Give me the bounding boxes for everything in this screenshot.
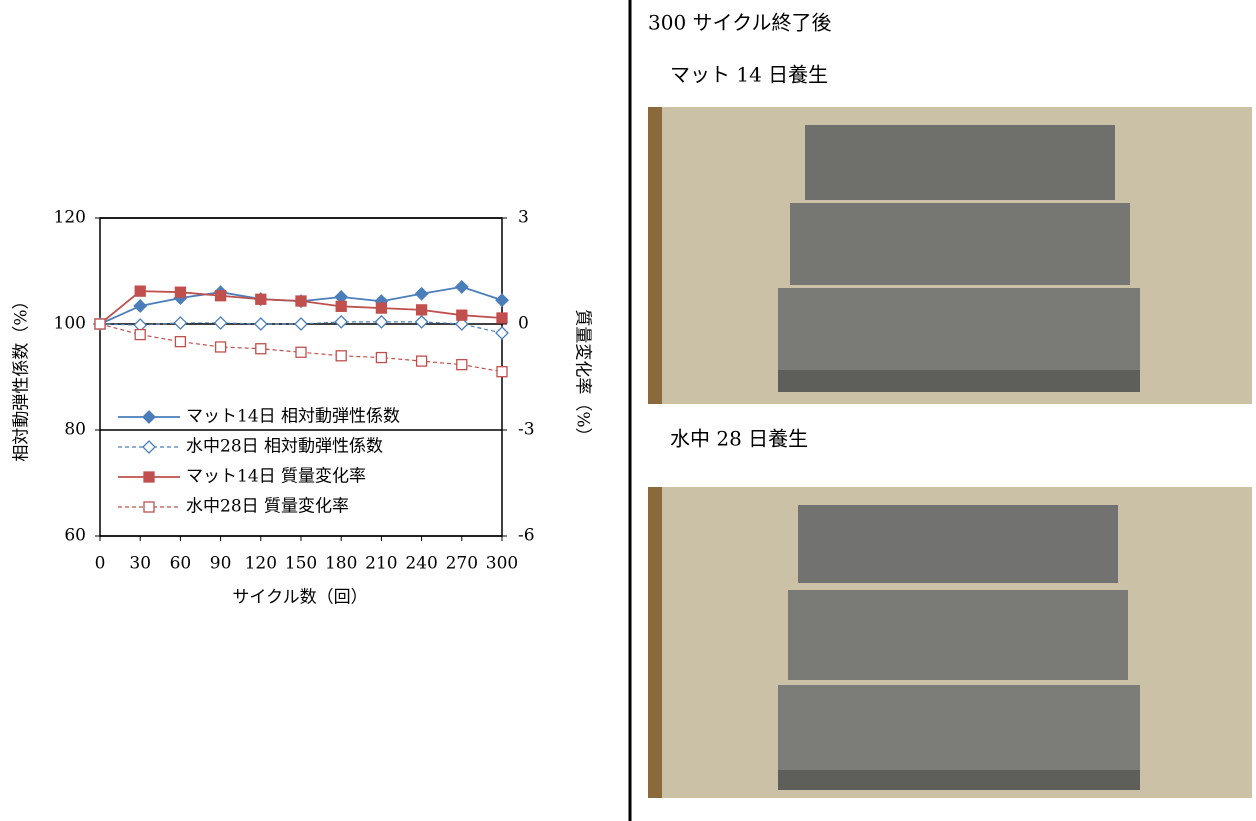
x-axis-label: サイクル数（回） <box>232 588 367 608</box>
x-tick-label: 240 <box>405 554 437 574</box>
marker <box>456 358 468 371</box>
marker <box>495 326 509 340</box>
y-tick-label: 120 <box>54 208 86 228</box>
legend-marker <box>142 440 156 454</box>
y2-tick-label: -3 <box>518 420 535 440</box>
marker <box>295 346 307 358</box>
photo-caption: 水中 28 日養生 <box>670 427 808 451</box>
marker <box>214 341 227 353</box>
chart: サイクル数（回） 相対動弾性係数（%） 質量変化率（%） 60 80 100 120 -… <box>12 208 593 608</box>
legend-marker <box>143 471 155 483</box>
marker <box>414 286 429 301</box>
marker <box>415 355 428 367</box>
marker <box>295 295 307 307</box>
y2-tick-label: 0 <box>518 314 529 334</box>
marker <box>495 293 509 308</box>
marker <box>335 350 347 362</box>
legend-marker <box>143 501 155 513</box>
marker <box>174 286 187 298</box>
marker <box>375 302 388 314</box>
legend-marker <box>142 410 156 424</box>
y2-tick-label: 3 <box>518 208 529 228</box>
x-tick-label: 60 <box>170 554 192 574</box>
panel-heading: 300 サイクル終了後 <box>648 11 832 35</box>
x-tick-label: 210 <box>365 554 397 574</box>
marker <box>415 304 428 316</box>
marker <box>335 300 347 312</box>
legend-label: 水中28日 相対動弾性係数 <box>186 437 383 457</box>
marker <box>334 314 349 329</box>
marker <box>174 336 187 348</box>
marker <box>294 317 308 331</box>
marker <box>414 314 429 329</box>
marker <box>173 316 188 330</box>
marker <box>213 316 228 330</box>
legend-label: マット14日 質量変化率 <box>186 467 366 487</box>
marker <box>454 317 469 331</box>
marker <box>253 317 268 331</box>
y-axis-label: 相対動弾性係数（%） <box>12 292 32 461</box>
marker <box>375 351 388 364</box>
marker <box>214 290 227 302</box>
x-tick-label: 270 <box>446 554 478 574</box>
marker <box>456 309 468 321</box>
x-tick-label: 120 <box>245 554 277 574</box>
marker <box>496 312 508 324</box>
photo <box>648 107 1252 404</box>
y-tick-label: 80 <box>64 420 86 440</box>
marker <box>454 279 469 294</box>
marker <box>134 285 146 297</box>
x-tick-label: 150 <box>285 554 317 574</box>
marker <box>255 293 267 305</box>
photo <box>648 487 1252 798</box>
x-tick-label: 30 <box>129 554 151 574</box>
x-tick-label: 90 <box>210 554 232 574</box>
marker <box>133 299 148 313</box>
x-tick-label: 300 <box>486 554 518 574</box>
x-tick-label: 0 <box>95 554 106 574</box>
y2-tick-label: -6 <box>518 526 535 546</box>
legend-label: 水中28日 質量変化率 <box>186 497 349 517</box>
marker <box>94 318 106 330</box>
y2-axis-label: 質量変化率（%） <box>573 309 593 444</box>
x-tick-label: 180 <box>325 554 357 574</box>
marker <box>374 314 389 329</box>
marker <box>255 343 267 355</box>
legend-label: マット14日 相対動弾性係数 <box>186 407 400 427</box>
y-tick-label: 60 <box>64 526 86 546</box>
photo-caption: マット 14 日養生 <box>670 63 828 87</box>
marker <box>496 366 508 378</box>
plot-frame <box>99 217 503 537</box>
marker <box>134 328 146 341</box>
y-tick-label: 100 <box>54 314 86 334</box>
